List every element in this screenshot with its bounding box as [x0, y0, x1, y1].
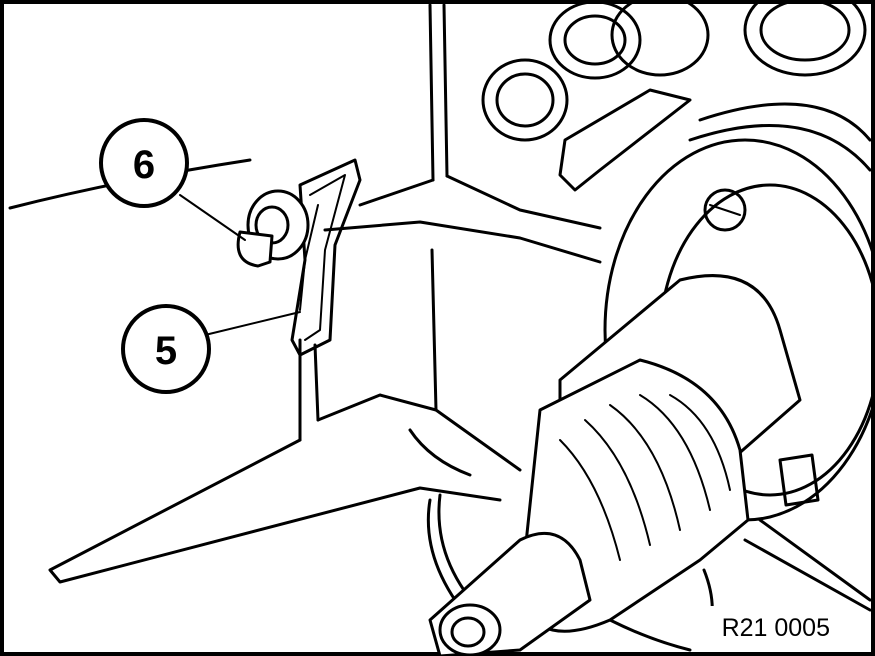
- callout-5-label: 5: [155, 329, 177, 373]
- housing-holes: [481, 0, 867, 192]
- retaining-clip: [290, 158, 362, 357]
- steering-shaft: [428, 274, 802, 656]
- leader-line-6: [179, 194, 246, 241]
- reference-label-bg: [690, 606, 840, 642]
- callout-5: 5: [121, 304, 211, 394]
- callout-6-circle: [99, 118, 189, 208]
- callout-6: 6: [99, 118, 189, 208]
- leader-line-5: [204, 311, 301, 336]
- callout-6-label: 6: [133, 143, 155, 187]
- reference-number: R21 0005: [722, 614, 830, 642]
- callout-5-circle: [121, 304, 211, 394]
- hex-nut: [236, 189, 310, 268]
- housing-outline: [8, 3, 872, 652]
